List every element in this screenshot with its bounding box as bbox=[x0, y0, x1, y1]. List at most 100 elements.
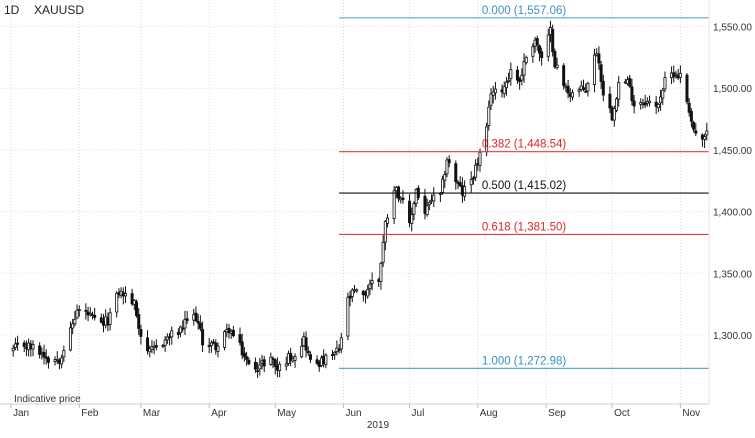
candle-body bbox=[198, 322, 202, 329]
candle-body bbox=[445, 159, 449, 175]
candle bbox=[271, 356, 275, 369]
candle-body bbox=[71, 323, 75, 329]
candle-body bbox=[692, 122, 696, 130]
candle bbox=[253, 357, 257, 373]
candle-body bbox=[694, 130, 698, 134]
candle-body bbox=[379, 262, 383, 282]
candle-body bbox=[185, 318, 189, 321]
candle-body bbox=[339, 337, 343, 350]
candle-body bbox=[62, 349, 66, 358]
candle bbox=[247, 357, 251, 366]
candle bbox=[599, 60, 603, 89]
candle-body bbox=[509, 69, 513, 80]
candle-body bbox=[135, 301, 139, 316]
candle bbox=[469, 171, 473, 193]
candle-body bbox=[531, 46, 535, 57]
symbol-label[interactable]: XAUUSD bbox=[34, 3, 84, 17]
candle bbox=[324, 353, 328, 369]
candle bbox=[678, 65, 682, 84]
candle-body bbox=[515, 69, 519, 81]
candle-body bbox=[522, 61, 526, 76]
candle bbox=[562, 63, 566, 90]
candle-body bbox=[38, 345, 42, 355]
candle bbox=[551, 24, 555, 57]
candle bbox=[139, 324, 143, 345]
candle-body bbox=[355, 289, 359, 292]
candle bbox=[181, 320, 185, 333]
candle bbox=[553, 48, 557, 69]
candle-body bbox=[586, 82, 590, 92]
candle-body bbox=[73, 318, 77, 325]
candle bbox=[207, 337, 211, 354]
candle-body bbox=[537, 45, 541, 54]
candle bbox=[284, 356, 288, 371]
x-tick-label: Apr bbox=[211, 408, 227, 419]
candle bbox=[154, 339, 158, 351]
candle-body bbox=[212, 341, 216, 344]
candle bbox=[38, 342, 42, 359]
candle-body bbox=[551, 29, 555, 53]
candle bbox=[31, 340, 35, 357]
candle-body bbox=[271, 358, 275, 361]
candle bbox=[130, 288, 134, 307]
candle bbox=[522, 53, 526, 83]
candle-body bbox=[170, 330, 174, 338]
timeframe-label[interactable]: 1D bbox=[4, 3, 20, 17]
candle bbox=[62, 345, 66, 362]
candle bbox=[441, 175, 445, 195]
candle-body bbox=[88, 312, 92, 316]
candle-body bbox=[273, 359, 277, 367]
candle bbox=[694, 123, 698, 137]
candle-body bbox=[196, 320, 200, 324]
candle bbox=[593, 48, 597, 93]
candle bbox=[11, 344, 15, 357]
candle-body bbox=[238, 334, 242, 343]
candle bbox=[379, 261, 383, 290]
candle bbox=[630, 78, 634, 106]
candle-body bbox=[240, 341, 244, 356]
candle-body bbox=[68, 327, 72, 351]
fibonacci-retracement[interactable]: 0.000 (1,557.06) 0.382 (1,448.54) 0.500 (1… bbox=[339, 5, 709, 369]
x-tick-label: Sep bbox=[548, 408, 566, 419]
candle-body bbox=[16, 342, 20, 345]
candle bbox=[256, 362, 260, 378]
candle-body bbox=[324, 354, 328, 365]
candle bbox=[165, 333, 169, 345]
candle bbox=[293, 353, 297, 368]
candle-body bbox=[308, 354, 312, 360]
candle-body bbox=[108, 312, 112, 325]
candle bbox=[520, 68, 524, 86]
candle-body bbox=[22, 342, 26, 347]
candle bbox=[540, 47, 544, 66]
candle bbox=[306, 346, 310, 356]
candle bbox=[198, 315, 202, 332]
candle bbox=[643, 94, 647, 109]
candle-body bbox=[570, 92, 574, 98]
candle bbox=[60, 354, 64, 369]
candle bbox=[46, 356, 50, 369]
candle-body bbox=[593, 54, 597, 85]
candle bbox=[705, 122, 709, 141]
candle-body bbox=[562, 65, 566, 86]
candle-body bbox=[289, 352, 293, 361]
candle-body bbox=[13, 343, 17, 349]
candle-body bbox=[84, 309, 88, 312]
candle-body bbox=[469, 179, 473, 186]
candle bbox=[502, 81, 506, 98]
candle-body bbox=[447, 159, 451, 164]
candle bbox=[262, 355, 266, 373]
fib-level-label: 0.618 (1,381.50) bbox=[482, 221, 567, 233]
candle bbox=[289, 347, 293, 367]
candle bbox=[432, 187, 436, 208]
candle-body bbox=[566, 85, 570, 94]
candle bbox=[687, 98, 691, 117]
candle-body bbox=[284, 363, 288, 367]
candle-body bbox=[346, 296, 350, 337]
candle bbox=[584, 83, 588, 93]
candle-body bbox=[201, 329, 205, 346]
candle-body bbox=[93, 314, 97, 318]
candle-body bbox=[471, 177, 475, 180]
candle bbox=[489, 88, 493, 111]
